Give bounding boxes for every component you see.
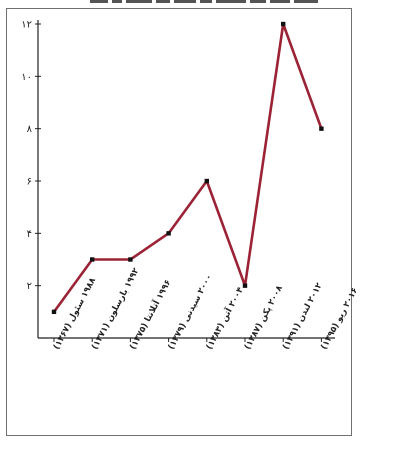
data-point xyxy=(90,257,95,262)
data-point xyxy=(319,126,324,131)
series-layer xyxy=(51,21,324,315)
x-tick-label: ۲۰۱۶ ریو (۱۳۹۵) xyxy=(319,286,360,351)
x-tick-label: ۲۰۱۲ لندن (۱۳۹۱) xyxy=(281,281,325,352)
data-point xyxy=(166,231,171,236)
y-tick-label: ۱۲ xyxy=(21,20,32,31)
data-point xyxy=(242,283,248,288)
y-tick-label: ۶ xyxy=(27,177,32,188)
y-axis-ticks: ۲ ۴ ۶ ۸ ۱۰ ۱۲ xyxy=(21,20,41,292)
x-tick-label: ۱۹۹۶ آتلانتا (۱۳۷۵) xyxy=(126,277,173,351)
chart-frame xyxy=(6,8,352,436)
y-tick-label: ۸ xyxy=(27,124,33,135)
data-point xyxy=(51,309,57,315)
y-tick-label: ۲ xyxy=(27,281,32,292)
x-tick-label: ۱۹۸۸ سئول (۱۳۶۷) xyxy=(52,276,99,352)
y-tick-label: ۱۰ xyxy=(21,72,32,83)
data-point xyxy=(204,178,209,184)
data-point xyxy=(128,257,133,262)
cropped-title-strip xyxy=(90,0,340,6)
y-tick-label: ۴ xyxy=(27,229,32,240)
series-line xyxy=(52,22,323,313)
chart-axes xyxy=(37,20,335,339)
data-point xyxy=(281,21,286,27)
x-tick-label: ۲۰۰۴ آتن (۱۳۸۳) xyxy=(203,285,246,352)
x-tick-label: ۲۰۰۸ پکن (۱۳۸۷) xyxy=(243,283,286,351)
